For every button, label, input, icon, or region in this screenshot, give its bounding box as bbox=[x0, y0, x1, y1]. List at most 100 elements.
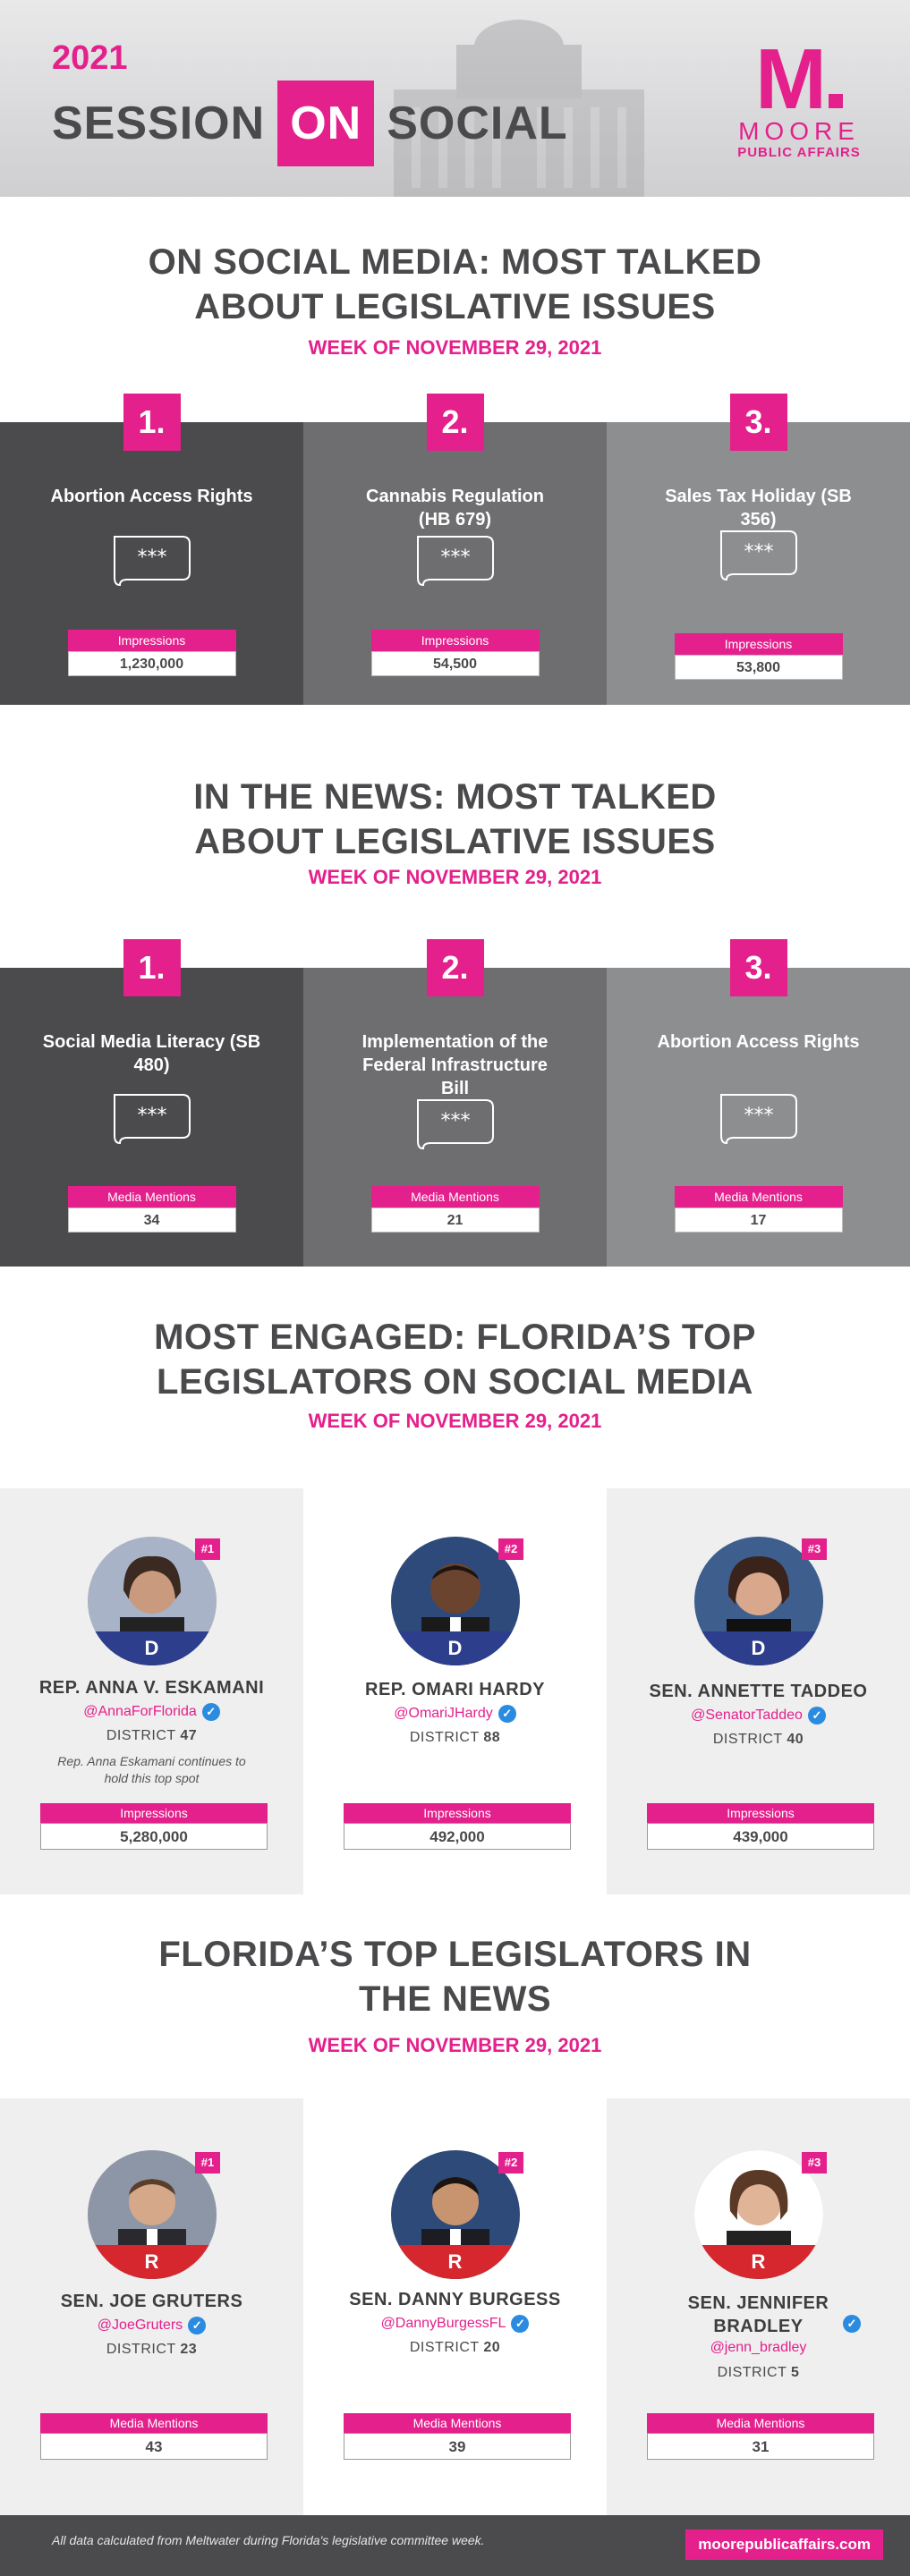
legislator-card: R #2 SEN. DANNY BURGESS @DannyBurgessFL ✓… bbox=[303, 2098, 607, 2515]
handle-text[interactable]: @OmariJHardy bbox=[394, 1706, 493, 1722]
district-label: DISTRICT bbox=[712, 1732, 783, 1747]
verified-check-icon: ✓ bbox=[843, 2315, 861, 2333]
social-title-line1: ON SOCIAL MEDIA: MOST TALKED bbox=[148, 242, 762, 282]
rank-badge: 3. bbox=[729, 939, 787, 996]
district-label: DISTRICT bbox=[106, 2342, 176, 2357]
logo-public-affairs: PUBLIC AFFAIRS bbox=[737, 145, 861, 160]
district: DISTRICT 47 bbox=[0, 1728, 303, 1744]
legislator-name: SEN. JENNIFER BRADLEY bbox=[687, 2293, 829, 2336]
logo-moore: MOORE bbox=[738, 117, 860, 145]
verified-check-icon: ✓ bbox=[201, 1703, 220, 1721]
handle-text[interactable]: @DannyBurgessFL bbox=[380, 2316, 506, 2332]
stat-value: 39 bbox=[344, 2433, 571, 2460]
header-title: SESSION ON SOCIAL bbox=[52, 80, 568, 166]
rank-badge: 1. bbox=[123, 939, 181, 996]
party-badge: D bbox=[693, 1631, 823, 1665]
legislator-name: SEN. JOE GRUTERS bbox=[60, 2292, 243, 2311]
topnews-legislators-row: R #1 SEN. JOE GRUTERS @JoeGruters ✓ DISTR… bbox=[0, 2098, 910, 2515]
handle-text[interactable]: @AnnaForFlorida bbox=[83, 1704, 197, 1720]
stat-label: Impressions bbox=[67, 630, 236, 651]
verified-check-icon: ✓ bbox=[498, 1705, 516, 1723]
stat-label: Impressions bbox=[647, 1803, 874, 1823]
district-label: DISTRICT bbox=[106, 1728, 176, 1743]
topnews-title-line2: THE NEWS bbox=[358, 1979, 552, 2019]
scroll-document-icon: *** bbox=[113, 536, 191, 587]
district-number: 88 bbox=[483, 1730, 501, 1745]
party-badge: D bbox=[87, 1631, 217, 1665]
stat-value: 5,280,000 bbox=[40, 1823, 268, 1850]
twitter-handle: @AnnaForFlorida ✓ bbox=[0, 1703, 303, 1721]
stat-label: Media Mentions bbox=[370, 1186, 540, 1208]
scroll-document-icon: *** bbox=[719, 1094, 797, 1145]
impressions-stat: Impressions 54,500 bbox=[370, 630, 540, 676]
stat-label: Media Mentions bbox=[344, 2413, 571, 2433]
stat-label: Impressions bbox=[674, 633, 843, 655]
stat-value: 439,000 bbox=[647, 1823, 874, 1850]
header-banner: 2021 SESSION ON SOCIAL M MOORE PUBLIC AF… bbox=[0, 0, 910, 197]
legislator-rank: #3 bbox=[802, 2152, 827, 2174]
news-section-title: IN THE NEWS: MOST TALKED ABOUT LEGISLATI… bbox=[0, 775, 910, 864]
handle-text[interactable]: @SenatorTaddeo bbox=[691, 1707, 803, 1724]
impressions-stat: Impressions 439,000 bbox=[647, 1803, 874, 1850]
social-issues-row: 1. Abortion Access Rights *** Impression… bbox=[0, 394, 910, 705]
impressions-stat: Impressions 5,280,000 bbox=[40, 1803, 268, 1850]
district-label: DISTRICT bbox=[409, 2340, 480, 2355]
avatar: D bbox=[87, 1537, 217, 1665]
stat-value: 43 bbox=[40, 2433, 268, 2460]
scroll-document-icon: *** bbox=[113, 1094, 191, 1145]
stat-value: 1,230,000 bbox=[67, 651, 236, 676]
avatar: D bbox=[693, 1537, 823, 1665]
legislator-name: SEN. ANNETTE TADDEO bbox=[649, 1682, 868, 1701]
issue-name: Abortion Access Rights bbox=[657, 1032, 860, 1052]
social-week: WEEK OF NOVEMBER 29, 2021 bbox=[308, 336, 602, 359]
news-issues-row: 1. Social Media Literacy (SB 480) *** Me… bbox=[0, 939, 910, 1267]
svg-text:***: *** bbox=[744, 541, 773, 564]
district: DISTRICT 20 bbox=[303, 2340, 607, 2356]
district-number: 5 bbox=[791, 2365, 800, 2380]
district-label: DISTRICT bbox=[717, 2365, 787, 2380]
topnews-section-title: FLORIDA’S TOP LEGISLATORS IN THE NEWS bbox=[0, 1932, 910, 2021]
footer: All data calculated from Meltwater durin… bbox=[0, 2515, 910, 2576]
stat-label: Media Mentions bbox=[674, 1186, 843, 1208]
district-label: DISTRICT bbox=[409, 1730, 480, 1745]
scroll-document-icon: *** bbox=[719, 530, 797, 581]
topnews-week: WEEK OF NOVEMBER 29, 2021 bbox=[308, 2034, 602, 2056]
issue-name: Social Media Literacy (SB 480) bbox=[42, 1032, 261, 1075]
stat-value: 53,800 bbox=[674, 655, 843, 680]
twitter-handle: @JoeGruters ✓ bbox=[0, 2317, 303, 2334]
stat-value: 17 bbox=[674, 1208, 843, 1233]
social-issue-card: 1. Abortion Access Rights *** Impression… bbox=[0, 394, 303, 705]
stat-value: 21 bbox=[370, 1208, 540, 1233]
legislator-card: R #3 SEN. JENNIFER BRADLEY ✓ @jenn_bradl… bbox=[607, 2098, 910, 2515]
legislator-rank: #3 bbox=[802, 1538, 827, 1560]
stat-value: 31 bbox=[647, 2433, 874, 2460]
rank-badge: 2. bbox=[426, 939, 484, 996]
legislator-name: SEN. DANNY BURGESS bbox=[349, 2290, 561, 2309]
rank-badge: 1. bbox=[123, 394, 181, 451]
stat-value: 54,500 bbox=[370, 651, 540, 676]
engaged-title-line2: LEGISLATORS ON SOCIAL MEDIA bbox=[157, 1362, 753, 1402]
stat-value: 492,000 bbox=[344, 1823, 571, 1850]
party-badge: R bbox=[390, 2245, 520, 2279]
handle-text[interactable]: @JoeGruters bbox=[97, 2318, 183, 2334]
media-mentions-stat: Media Mentions 39 bbox=[344, 2413, 571, 2460]
district-number: 20 bbox=[483, 2340, 501, 2355]
engaged-week: WEEK OF NOVEMBER 29, 2021 bbox=[308, 1410, 602, 1432]
legislator-note: Rep. Anna Eskamani continues to hold thi… bbox=[57, 1754, 246, 1785]
stat-value: 34 bbox=[67, 1208, 236, 1233]
legislator-name: REP. OMARI HARDY bbox=[365, 1680, 545, 1699]
media-mentions-stat: Media Mentions 34 bbox=[67, 1186, 236, 1233]
title-social: SOCIAL bbox=[387, 97, 568, 149]
handle-text[interactable]: @jenn_bradley bbox=[710, 2340, 807, 2355]
issue-name: Implementation of the Federal Infrastruc… bbox=[361, 1032, 549, 1098]
svg-text:***: *** bbox=[137, 1105, 166, 1127]
website-link[interactable]: moorepublicaffairs.com bbox=[685, 2529, 883, 2560]
legislator-card: D #1 REP. ANNA V. ESKAMANI @AnnaForFlori… bbox=[0, 1488, 303, 1894]
topnews-title-line1: FLORIDA’S TOP LEGISLATORS IN bbox=[158, 1935, 752, 1974]
title-on-badge: ON bbox=[277, 80, 375, 166]
scroll-document-icon: *** bbox=[416, 1099, 494, 1150]
district: DISTRICT 40 bbox=[607, 1732, 910, 1748]
media-mentions-stat: Media Mentions 21 bbox=[370, 1186, 540, 1233]
avatar: R bbox=[87, 2150, 217, 2279]
social-section-title: ON SOCIAL MEDIA: MOST TALKED ABOUT LEGIS… bbox=[0, 240, 910, 329]
